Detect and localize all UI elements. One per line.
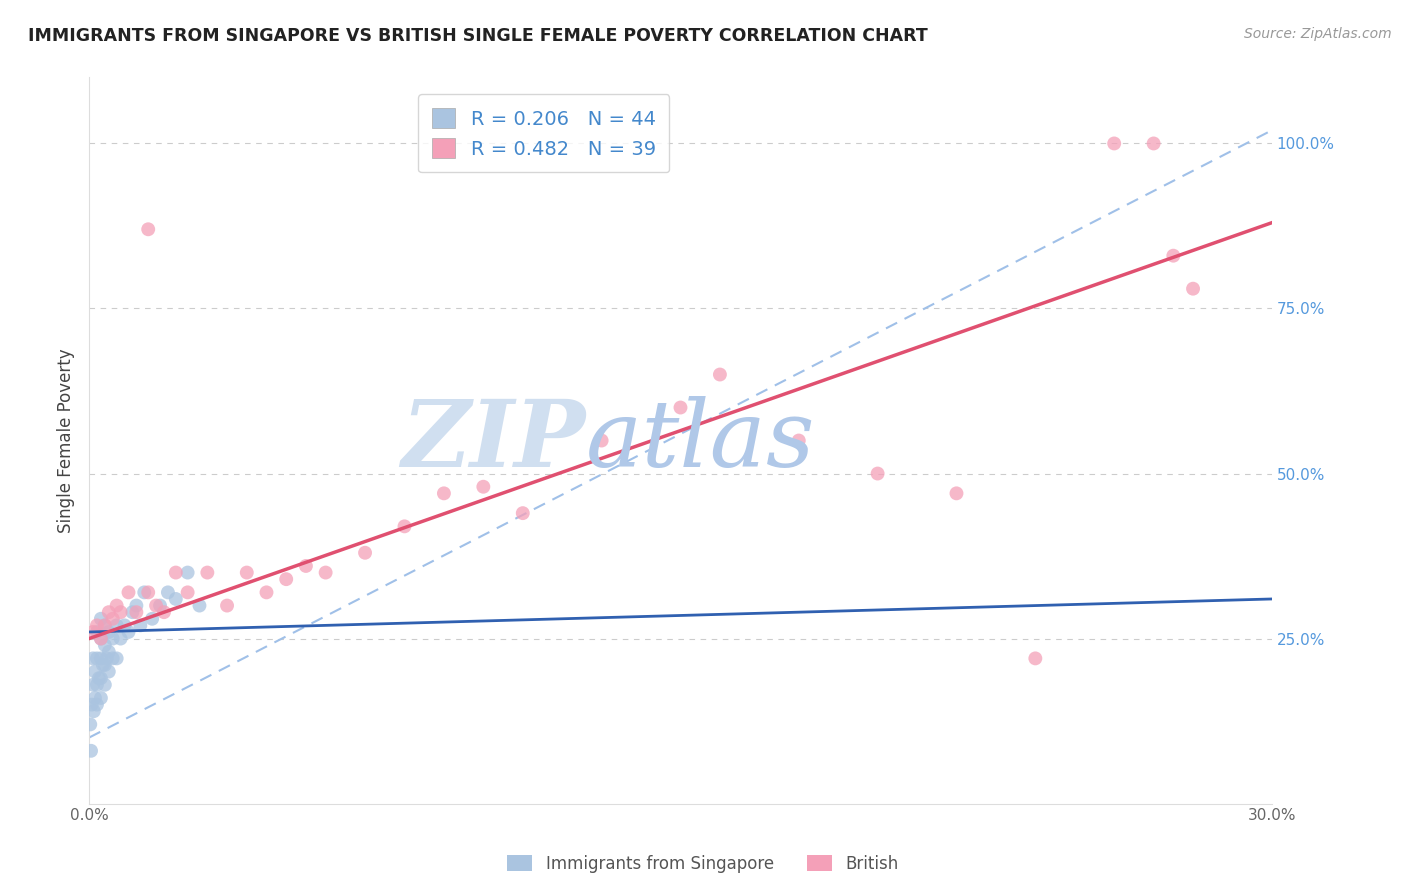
Point [472,480,495,494]
Point [129,618,152,632]
Point [125,599,148,613]
Point [315,566,337,580]
Point [90,632,112,646]
Point [945,486,967,500]
Point [110,632,132,646]
Point [121,605,143,619]
Point [97,605,120,619]
Point [90,632,112,646]
Point [136,585,159,599]
Point [1102,136,1125,151]
Point [94,678,117,692]
Point [84,665,107,679]
Point [1163,249,1185,263]
Point [866,467,889,481]
Point [1182,282,1205,296]
Point [134,585,156,599]
Point [136,222,159,236]
Point [188,599,211,613]
Point [90,691,112,706]
Point [84,691,107,706]
Text: atlas: atlas [586,395,815,485]
Point [117,585,139,599]
Point [82,651,104,665]
Point [80,744,103,758]
Point [709,368,731,382]
Text: IMMIGRANTS FROM SINGAPORE VS BRITISH SINGLE FEMALE POVERTY CORRELATION CHART: IMMIGRANTS FROM SINGAPORE VS BRITISH SIN… [28,27,928,45]
Point [295,558,318,573]
Point [165,566,187,580]
Text: Source: ZipAtlas.com: Source: ZipAtlas.com [1244,27,1392,41]
Point [86,651,108,665]
Point [276,572,298,586]
Point [101,632,124,646]
Legend: R = 0.206   N = 44, R = 0.482   N = 39: R = 0.206 N = 44, R = 0.482 N = 39 [418,95,669,172]
Point [105,618,128,632]
Point [82,624,104,639]
Point [145,599,167,613]
Point [83,704,105,718]
Point [105,599,128,613]
Point [195,566,218,580]
Point [86,624,108,639]
Point [125,605,148,619]
Point [114,618,136,632]
Point [86,698,108,712]
Point [149,599,172,613]
Point [94,638,117,652]
Y-axis label: Single Female Poverty: Single Female Poverty [58,348,75,533]
Point [354,546,377,560]
Point [101,612,124,626]
Point [90,671,112,685]
Point [80,698,103,712]
Point [86,678,108,692]
Point [117,624,139,639]
Point [94,618,117,632]
Point [1142,136,1164,151]
Point [110,605,132,619]
Point [90,612,112,626]
Point [86,618,108,632]
Point [101,651,124,665]
Point [79,717,101,731]
Point [787,434,810,448]
Point [82,678,104,692]
Point [512,506,534,520]
Point [105,651,128,665]
Point [94,618,117,632]
Point [87,671,110,685]
Point [215,599,238,613]
Point [97,645,120,659]
Point [176,566,198,580]
Point [96,651,118,665]
Point [176,585,198,599]
Point [97,665,120,679]
Point [153,605,176,619]
Point [591,434,613,448]
Point [94,657,117,672]
Point [90,651,112,665]
Point [1024,651,1046,665]
Point [141,612,163,626]
Point [394,519,416,533]
Point [97,624,120,639]
Point [256,585,278,599]
Point [156,585,179,599]
Point [236,566,259,580]
Point [91,657,114,672]
Legend: Immigrants from Singapore, British: Immigrants from Singapore, British [501,848,905,880]
Point [433,486,456,500]
Text: ZIP: ZIP [402,395,586,485]
Point [165,591,187,606]
Point [669,401,692,415]
